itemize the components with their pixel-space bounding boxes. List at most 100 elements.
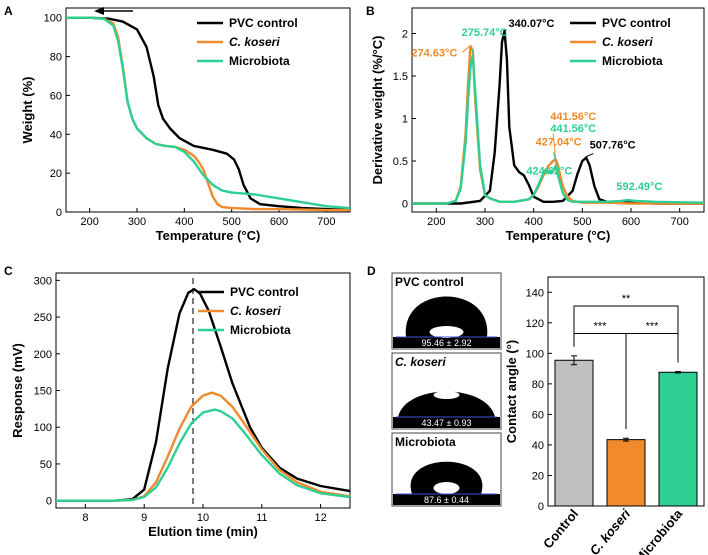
y-tick-label: 0 bbox=[402, 199, 408, 211]
y-tick-label: 200 bbox=[34, 349, 52, 361]
y-tick-label: 100 bbox=[44, 13, 62, 25]
legend-label: PVC control bbox=[230, 285, 299, 299]
y-tick-label: 1 bbox=[402, 114, 408, 126]
series-line-microbiota bbox=[66, 16, 351, 210]
y-tick-label: 60 bbox=[532, 409, 544, 421]
y-tick-label: 0 bbox=[56, 207, 62, 219]
peak-annotation: 275.74°C bbox=[462, 27, 508, 39]
y-tick-label: 80 bbox=[50, 52, 62, 64]
droplet-shape bbox=[405, 296, 488, 337]
peak-annotation: 441.56°C bbox=[550, 111, 596, 123]
peak-annotation: 274.63°C bbox=[411, 48, 457, 60]
panel-d-contact-angle: 0 20 40 60 80 100 120 140 Contact angle (°) Contr… bbox=[504, 276, 705, 555]
x-category-label: C. koseri bbox=[587, 506, 634, 555]
peak-annotation: 427.04°C bbox=[536, 137, 582, 149]
panel-label-d: D bbox=[367, 264, 376, 278]
y-tick-label: 250 bbox=[34, 312, 52, 324]
panel-label-b: B bbox=[366, 4, 375, 18]
legend-label: PVC control bbox=[602, 16, 671, 30]
series-line-c-koseri bbox=[56, 391, 351, 502]
x-axis-label: Elution time (min) bbox=[148, 524, 258, 539]
droplet-shape bbox=[398, 391, 495, 417]
x-tick-label: 400 bbox=[524, 216, 542, 228]
x-tick-label: 8 bbox=[82, 512, 88, 524]
bar-control bbox=[554, 359, 594, 507]
annotation-leader bbox=[462, 44, 472, 53]
droplet-shape bbox=[410, 461, 483, 494]
y-tick-label: 0.5 bbox=[393, 156, 408, 168]
annotation-leader bbox=[471, 48, 474, 54]
significance-label: *** bbox=[594, 320, 608, 332]
x-axis-label: Temperature (°C) bbox=[506, 228, 611, 243]
legend-label: Microbiota bbox=[229, 54, 290, 68]
plot-frame bbox=[55, 272, 351, 509]
series-line-pvc-control bbox=[412, 29, 704, 205]
bar-c-koseri bbox=[606, 439, 646, 507]
x-tick-label: 600 bbox=[622, 216, 640, 228]
x-category-label: Control bbox=[540, 506, 581, 551]
droplet-title: PVC control bbox=[395, 275, 464, 289]
plot-frame bbox=[411, 7, 705, 213]
y-tick-label: 300 bbox=[34, 275, 52, 287]
y-tick-label: 120 bbox=[526, 318, 544, 330]
y-tick-label: 140 bbox=[526, 287, 544, 299]
annotation-leader bbox=[552, 133, 557, 159]
panel-label-c: C bbox=[4, 264, 13, 278]
y-tick-label: 150 bbox=[34, 386, 52, 398]
y-tick-label: 100 bbox=[34, 422, 52, 434]
x-tick-label: 9 bbox=[141, 512, 147, 524]
substrate bbox=[393, 494, 500, 505]
peak-annotation: 441.56°C bbox=[550, 123, 596, 135]
y-axis-label: Response (mV) bbox=[10, 343, 25, 438]
annotation-leader bbox=[586, 153, 594, 158]
droplet-reflection bbox=[433, 482, 460, 494]
x-tick-label: 700 bbox=[670, 216, 688, 228]
significance-bracket bbox=[625, 332, 679, 430]
peak-annotation: 340.07°C bbox=[508, 18, 554, 30]
y-axis-label: Contact angle (°) bbox=[504, 340, 519, 443]
legend-label: C. koseri bbox=[229, 35, 280, 49]
y-tick-label: 40 bbox=[50, 129, 62, 141]
y-tick-label: 20 bbox=[50, 168, 62, 180]
y-tick-label: 60 bbox=[50, 90, 62, 102]
droplet-title: Microbiota bbox=[395, 435, 456, 449]
droplet-caption: 87.6 ± 0.44 bbox=[424, 495, 469, 505]
peak-annotation: 507.76°C bbox=[590, 139, 636, 151]
droplet-reflection bbox=[429, 326, 464, 338]
legend-label: C. koseri bbox=[602, 35, 653, 49]
series-line-microbiota bbox=[412, 53, 705, 205]
droplet-reflection bbox=[433, 391, 460, 399]
x-tick-label: 12 bbox=[314, 512, 326, 524]
x-tick-label: 500 bbox=[222, 216, 240, 228]
y-tick-label: 100 bbox=[526, 348, 544, 360]
droplet-caption: 95.46 ± 2.92 bbox=[422, 338, 472, 348]
x-tick-label: 400 bbox=[175, 216, 193, 228]
x-axis-label: Temperature (°C) bbox=[156, 228, 261, 243]
arrow-head-icon bbox=[94, 7, 104, 15]
y-tick-label: 40 bbox=[532, 440, 544, 452]
panel-label-a: A bbox=[4, 4, 13, 18]
peak-annotation: 424.62°C bbox=[526, 166, 572, 178]
droplet-caption: 43.47 ± 0.93 bbox=[422, 418, 472, 428]
y-tick-label: 0 bbox=[46, 496, 52, 508]
substrate bbox=[393, 337, 500, 348]
legend-label: PVC control bbox=[229, 16, 298, 30]
x-tick-label: 200 bbox=[80, 216, 98, 228]
x-tick-label: 700 bbox=[317, 216, 335, 228]
x-tick-label: 300 bbox=[476, 216, 494, 228]
legend-label: Microbiota bbox=[230, 323, 291, 337]
y-axis-label: Derivative weight (%/°C) bbox=[370, 36, 385, 185]
peak-annotation: 592.49°C bbox=[616, 181, 662, 193]
series-line-pvc-control bbox=[66, 16, 351, 212]
y-tick-label: 0 bbox=[538, 501, 544, 513]
x-tick-label: 200 bbox=[427, 216, 445, 228]
y-tick-label: 80 bbox=[532, 379, 544, 391]
annotation-leader bbox=[553, 152, 557, 166]
panel-b-dtg: 200 300 400 500 600 700 0 0.5 1 1.5 2 Temperature (… bbox=[370, 7, 705, 243]
droplet-images: PVC control 95.46 ± 2.92 C. koseri 43.47 ± … bbox=[391, 272, 502, 507]
significance-label: *** bbox=[646, 320, 660, 332]
x-category-label: Microbiota bbox=[632, 506, 686, 555]
x-tick-label: 10 bbox=[197, 512, 209, 524]
y-axis-label: Weight (%) bbox=[20, 77, 35, 144]
